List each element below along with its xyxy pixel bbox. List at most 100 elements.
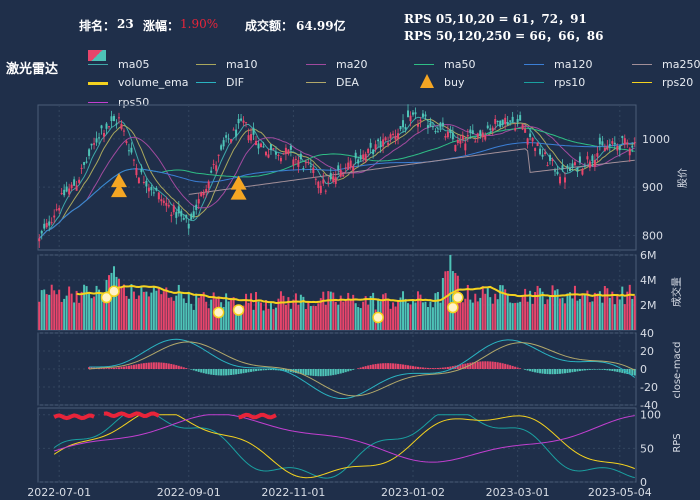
volume-bar (613, 304, 616, 330)
macd-histogram-bar (509, 365, 512, 369)
volume-bar (75, 290, 78, 330)
volume-bar (586, 290, 589, 330)
volume-bar (307, 300, 310, 330)
volume-bar (476, 301, 479, 330)
macd-histogram-bar (327, 369, 330, 376)
volume-bar (362, 301, 365, 330)
price-axis-label: 股价 (677, 168, 689, 188)
candle-body (63, 189, 66, 196)
volume-bar (73, 302, 76, 330)
candle-body (322, 179, 325, 184)
legend-swatch-volume_ema (88, 82, 108, 85)
macd-histogram-bar (601, 369, 604, 370)
candle-body (180, 210, 183, 217)
rank-label: 排名： (79, 19, 116, 33)
macd-histogram-bar (250, 369, 253, 372)
candle-body (289, 145, 292, 150)
macd-histogram-bar (182, 367, 185, 369)
candle-body (499, 120, 502, 127)
volume-bar (489, 297, 492, 330)
macd-histogram-bar (633, 369, 636, 376)
candle-body (40, 230, 43, 234)
candle-body (392, 133, 395, 135)
candle-body (122, 130, 125, 132)
macd-histogram-bar (267, 369, 270, 371)
candle-body (566, 165, 569, 168)
volume-bar (60, 301, 63, 330)
candle-body (38, 238, 41, 242)
volume-bar (397, 301, 400, 330)
volume-bar (583, 294, 586, 330)
candle-body (135, 167, 138, 176)
macd-histogram-bar (583, 369, 586, 371)
candle-body (100, 125, 103, 129)
volume-bar (511, 303, 514, 330)
candle-body (369, 142, 372, 148)
candle-body (264, 151, 267, 156)
macd-histogram-bar (247, 369, 250, 373)
candle-body (132, 159, 135, 161)
candle-body (112, 115, 115, 122)
macd-histogram-bar (90, 367, 93, 369)
macd-histogram-bar (185, 368, 188, 369)
candle-body (250, 134, 253, 141)
candle-body (98, 137, 101, 139)
macd-histogram-bar (539, 369, 542, 374)
volume-bar (349, 300, 352, 330)
candle-body (576, 167, 579, 172)
legend-swatch-rps10 (524, 82, 544, 83)
volume-bar (105, 279, 108, 330)
volume-bar (110, 272, 113, 330)
candle-body (571, 163, 574, 168)
macd-histogram-bar (626, 369, 629, 375)
candle-body (397, 133, 400, 139)
macd-histogram-bar (112, 367, 115, 369)
candle-body (140, 169, 143, 173)
macd-tick-label: 0 (640, 363, 647, 376)
volume-signal-dot (212, 306, 225, 319)
macd-histogram-bar (274, 369, 277, 371)
macd-histogram-bar (347, 369, 350, 372)
volume-bar (127, 298, 130, 330)
candle-body (514, 128, 517, 131)
candle-body (272, 148, 275, 150)
macd-histogram-bar (603, 369, 606, 371)
candle-body (274, 151, 277, 155)
volume-bar (112, 266, 115, 330)
macd-histogram-bar (568, 369, 571, 373)
volume-bar (608, 297, 611, 330)
macd-histogram-bar (446, 366, 449, 369)
volume-bar (252, 309, 255, 330)
macd-histogram-bar (419, 367, 422, 369)
candle-body (451, 132, 454, 140)
macd-histogram-bar (439, 367, 442, 369)
line-ma05 (38, 116, 635, 239)
macd-histogram-bar (616, 369, 619, 372)
volume-signal-dot (447, 301, 459, 314)
candle-body (207, 181, 210, 189)
macd-histogram-bar (516, 367, 519, 369)
candle-body (374, 144, 377, 150)
volume-bar (392, 302, 395, 330)
macd-histogram-bar (471, 362, 474, 369)
volume-bar (633, 295, 636, 330)
macd-histogram-bar (476, 361, 479, 369)
candle-body (476, 133, 479, 138)
candle-body (424, 114, 427, 117)
macd-histogram-bar (621, 369, 624, 373)
volume-bar (446, 270, 449, 330)
macd-histogram-bar (205, 369, 208, 374)
volume-bar (556, 289, 559, 330)
line-ma250 (188, 148, 635, 195)
volume-bar (48, 294, 51, 330)
candle-body (215, 165, 218, 171)
volume-bar (172, 300, 175, 330)
candle-body (115, 123, 118, 125)
volume-bar (38, 301, 41, 330)
buy-signal-marker (230, 185, 247, 200)
candle-body (382, 139, 385, 147)
volume-bar (63, 298, 66, 330)
candle-body (516, 119, 519, 123)
legend-label-volume_ema: volume_ema (118, 76, 189, 89)
macd-histogram-bar (397, 363, 400, 369)
